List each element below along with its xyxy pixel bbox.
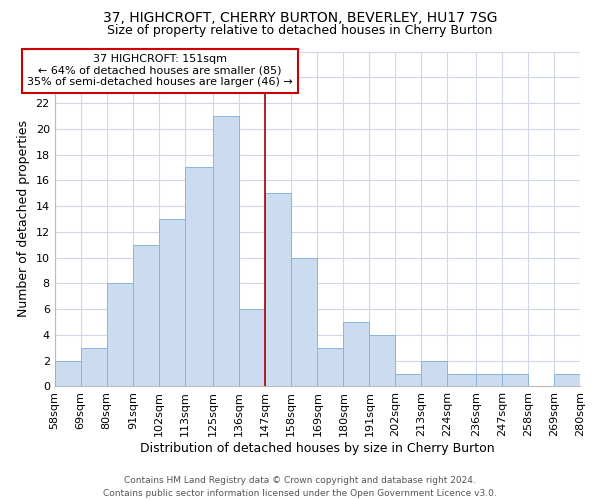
Text: Size of property relative to detached houses in Cherry Burton: Size of property relative to detached ho… <box>107 24 493 37</box>
Bar <box>292 258 317 386</box>
Bar <box>213 116 239 386</box>
Bar <box>421 360 448 386</box>
Bar <box>185 168 213 386</box>
Bar <box>370 335 395 386</box>
Text: Contains HM Land Registry data © Crown copyright and database right 2024.
Contai: Contains HM Land Registry data © Crown c… <box>103 476 497 498</box>
Bar <box>55 360 80 386</box>
Text: 37, HIGHCROFT, CHERRY BURTON, BEVERLEY, HU17 7SG: 37, HIGHCROFT, CHERRY BURTON, BEVERLEY, … <box>103 11 497 25</box>
Bar <box>317 348 343 387</box>
X-axis label: Distribution of detached houses by size in Cherry Burton: Distribution of detached houses by size … <box>140 442 494 455</box>
Bar <box>239 309 265 386</box>
Bar <box>159 219 185 386</box>
Bar <box>133 244 159 386</box>
Bar <box>476 374 502 386</box>
Text: 37 HIGHCROFT: 151sqm
← 64% of detached houses are smaller (85)
35% of semi-detac: 37 HIGHCROFT: 151sqm ← 64% of detached h… <box>27 54 293 88</box>
Bar <box>395 374 421 386</box>
Bar <box>80 348 107 387</box>
Bar <box>502 374 528 386</box>
Bar <box>265 193 292 386</box>
Bar <box>107 284 133 387</box>
Bar <box>448 374 476 386</box>
Bar <box>343 322 370 386</box>
Y-axis label: Number of detached properties: Number of detached properties <box>17 120 30 318</box>
Bar <box>554 374 580 386</box>
